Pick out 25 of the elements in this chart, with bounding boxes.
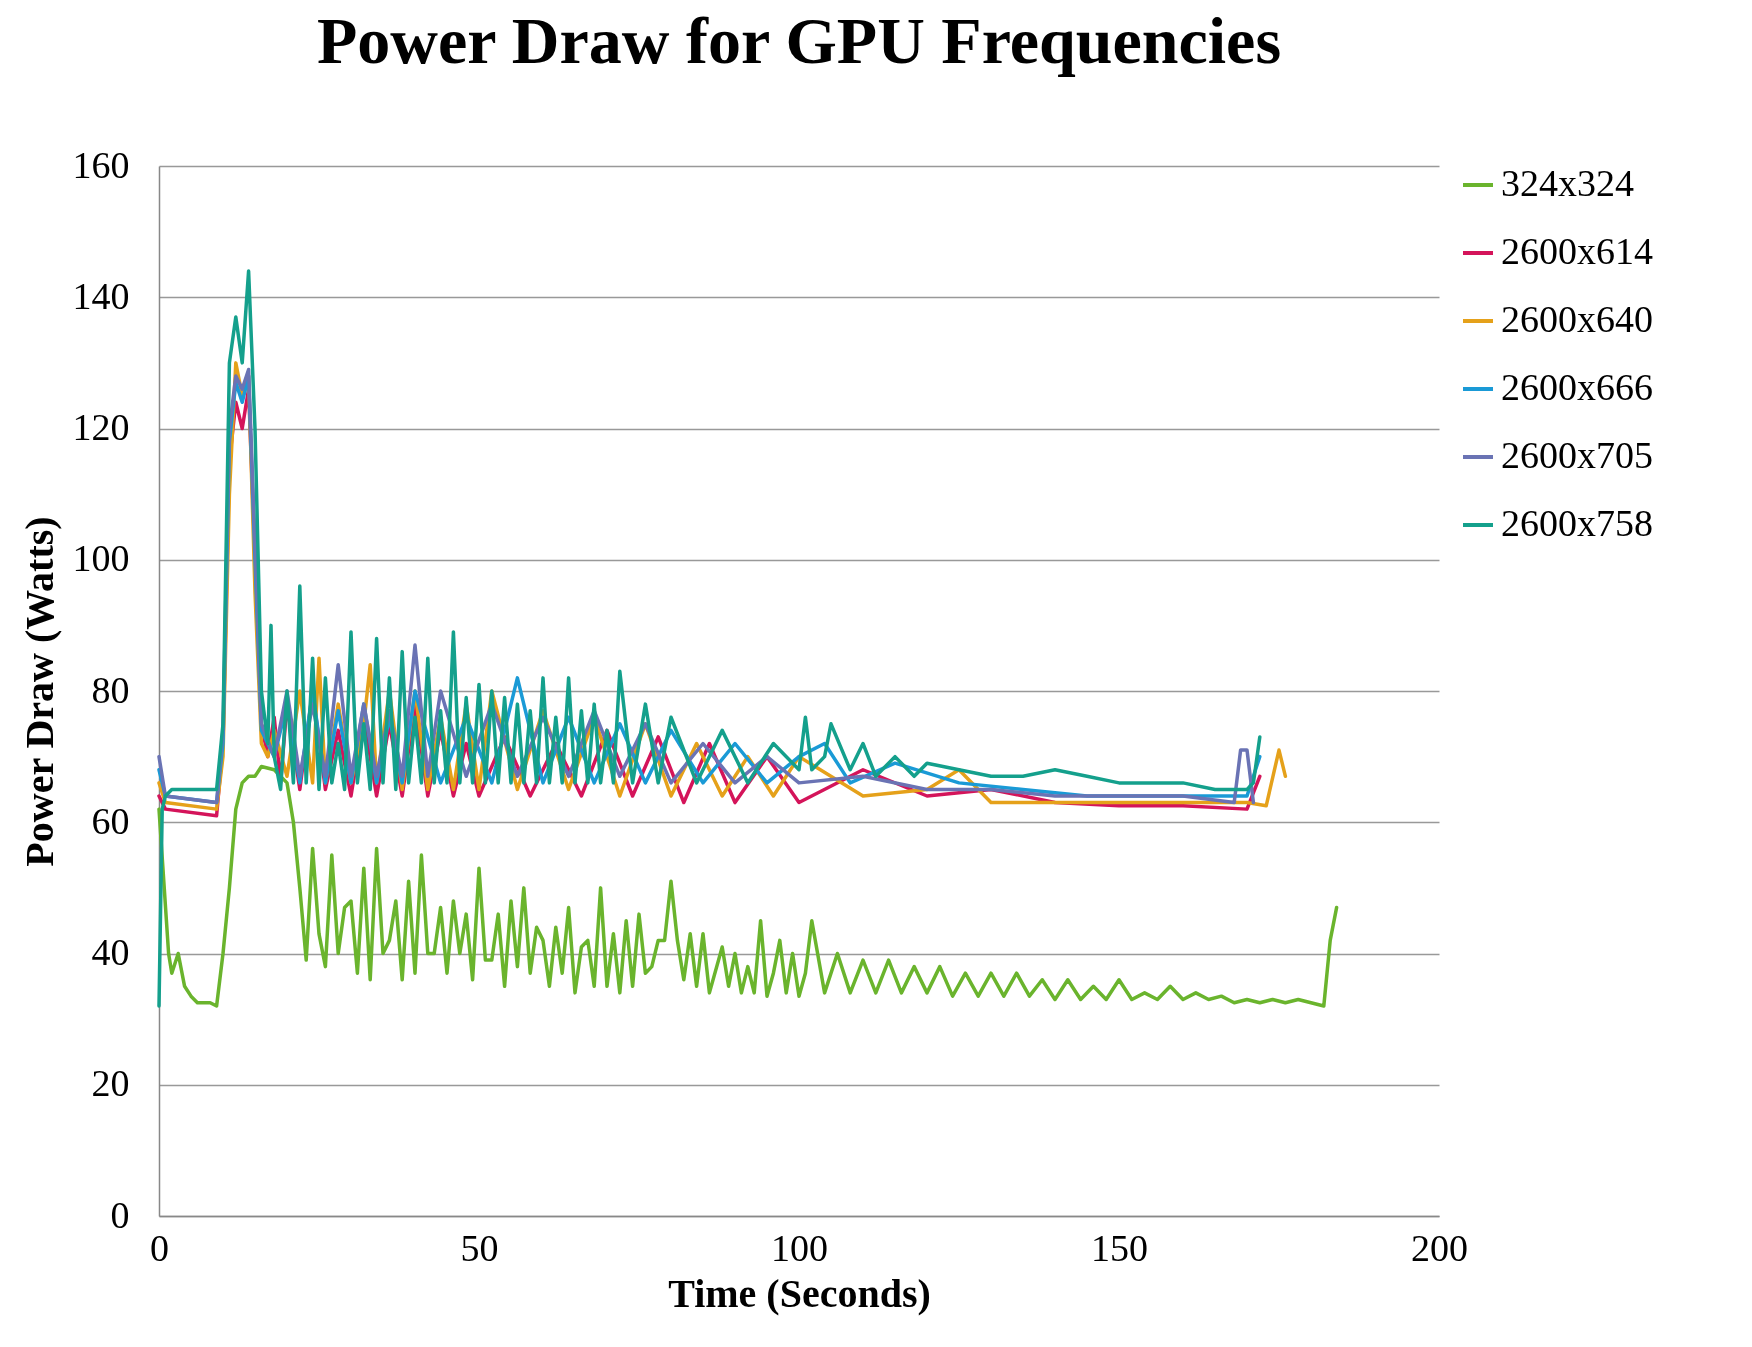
y-tick-label: 80 — [91, 668, 130, 711]
y-tick-label: 120 — [72, 406, 130, 448]
chart-title: Power Draw for GPU Frequencies — [316, 4, 1282, 77]
x-tick-label: 50 — [460, 1226, 499, 1269]
x-tick-label: 150 — [1091, 1226, 1148, 1269]
legend-label: 2600x705 — [1501, 434, 1653, 476]
y-tick-label: 100 — [72, 537, 130, 580]
y-tick-label: 60 — [91, 799, 130, 842]
x-tick-label: 100 — [771, 1226, 828, 1269]
x-tick-label: 0 — [150, 1226, 169, 1269]
legend-label: 2600x614 — [1501, 230, 1653, 272]
legend-label: 324x324 — [1501, 162, 1634, 204]
legend-label: 2600x758 — [1501, 502, 1653, 544]
y-tick-label: 40 — [91, 931, 130, 973]
y-tick-label: 0 — [110, 1193, 130, 1236]
y-tick-label: 140 — [72, 274, 130, 317]
y-tick-label: 20 — [91, 1062, 130, 1105]
y-axis-title: Power Draw (Watts) — [16, 516, 62, 867]
x-axis-title: Time (Seconds) — [668, 1270, 931, 1316]
x-tick-label: 200 — [1411, 1226, 1468, 1269]
y-tick-label: 160 — [72, 143, 130, 186]
legend-label: 2600x666 — [1501, 366, 1653, 408]
line-series — [157, 269, 1262, 1008]
legend-label: 2600x640 — [1501, 298, 1653, 340]
line-series — [157, 764, 1339, 1008]
